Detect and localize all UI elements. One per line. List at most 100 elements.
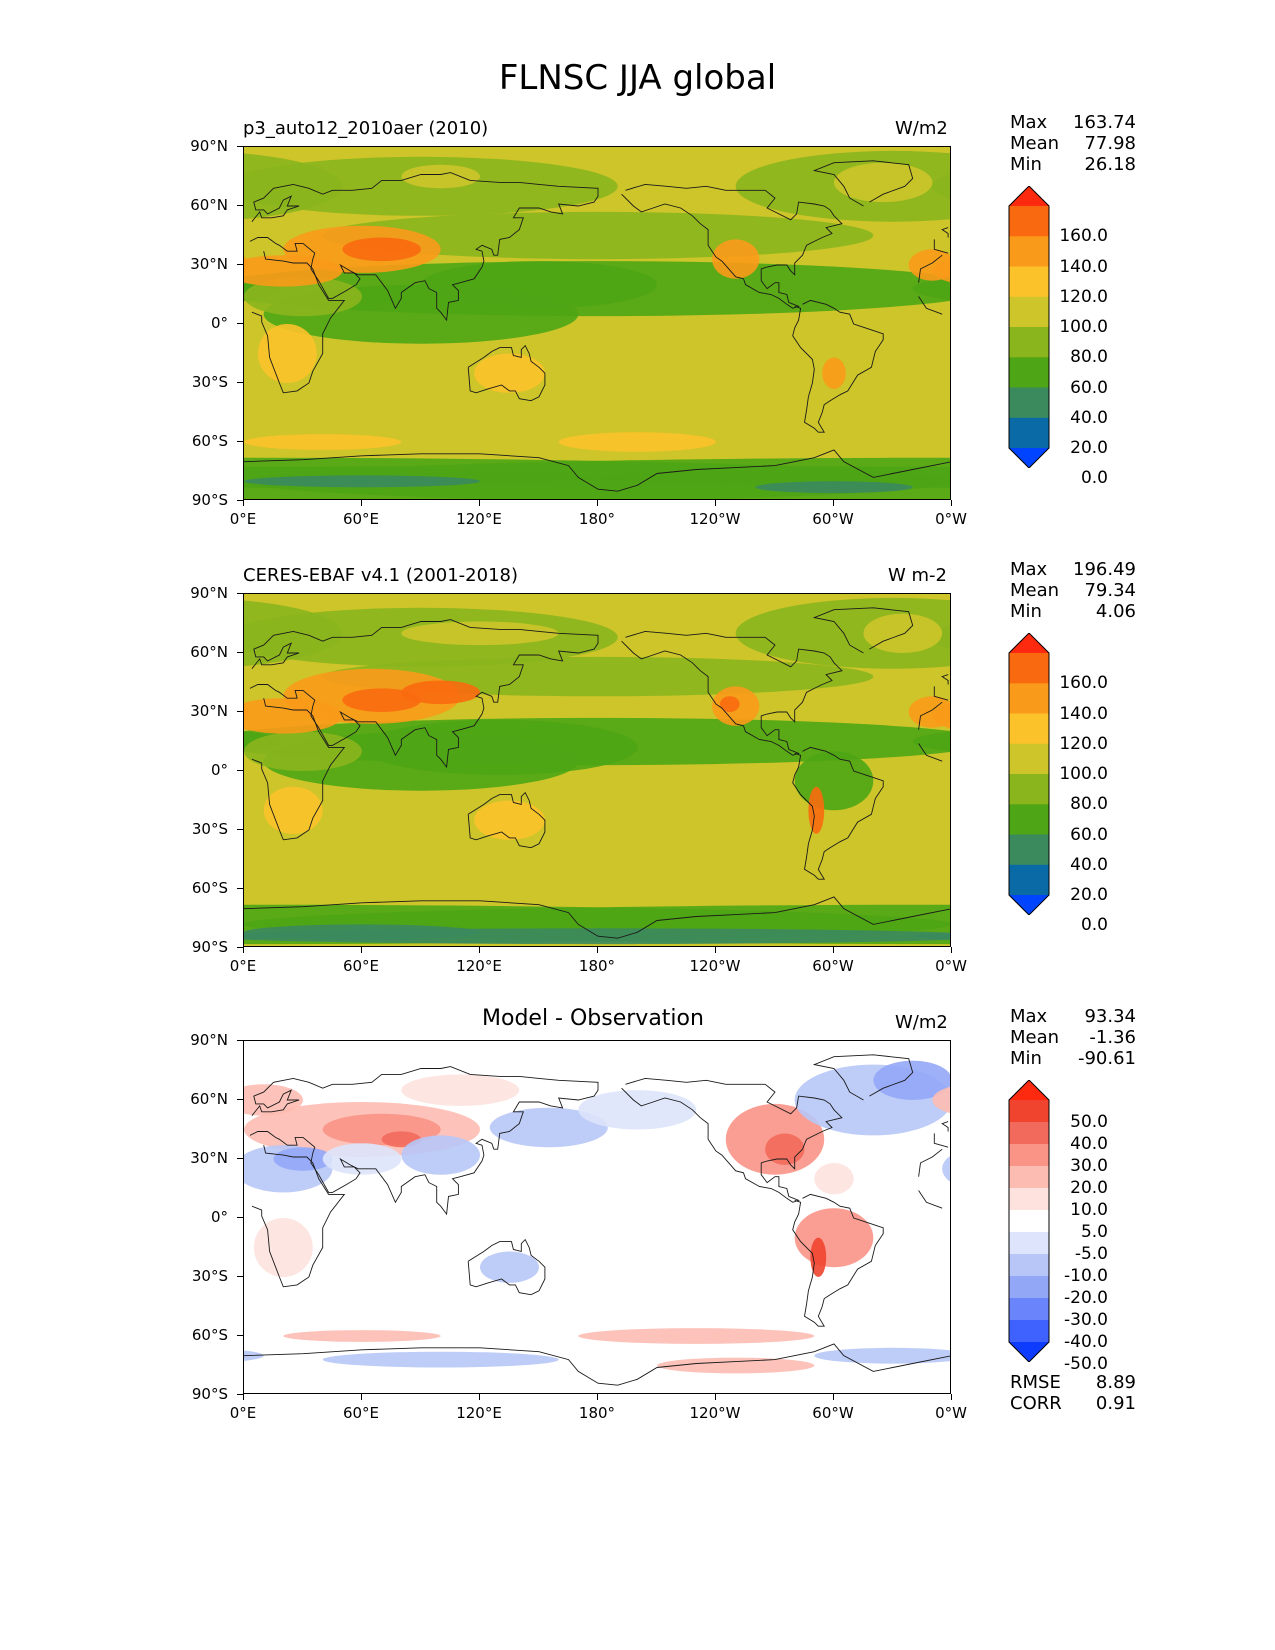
y-tick-mark bbox=[237, 146, 243, 147]
mean-value: -1.36 bbox=[1089, 1027, 1136, 1048]
colorbar-tick-label: -40.0 bbox=[1064, 1332, 1108, 1352]
field-region bbox=[822, 357, 846, 389]
field-region bbox=[257, 324, 317, 383]
field-region bbox=[244, 276, 362, 317]
field-region bbox=[720, 696, 740, 712]
panel-units: W/m2 bbox=[895, 118, 948, 139]
max-label: Max bbox=[1010, 559, 1048, 580]
rmse-value: 8.89 bbox=[1095, 1372, 1136, 1393]
y-tick-label: 30°N bbox=[190, 702, 228, 720]
colorbar-bin bbox=[1009, 713, 1049, 745]
colorbar-bin bbox=[1009, 357, 1049, 389]
x-tick-label: 180° bbox=[578, 957, 616, 975]
coastline-africa bbox=[918, 296, 943, 315]
y-tick-mark bbox=[237, 205, 243, 206]
field-region bbox=[474, 800, 545, 840]
y-tick-label: 90°S bbox=[191, 938, 228, 956]
field-region bbox=[558, 432, 716, 452]
field-region bbox=[342, 688, 421, 712]
colorbar-tick-label: 30.0 bbox=[1070, 1156, 1108, 1176]
mean-label: Mean bbox=[1010, 133, 1060, 154]
coastline-greenland bbox=[812, 1054, 914, 1101]
field-region bbox=[912, 276, 950, 301]
colorbar-tick-label: 140.0 bbox=[1059, 256, 1108, 277]
x-tick-mark bbox=[479, 947, 480, 953]
colorbar-extend-max bbox=[1009, 633, 1049, 653]
colorbar-tick-label: -10.0 bbox=[1064, 1266, 1108, 1286]
colorbar-bin bbox=[1009, 834, 1049, 866]
field-region bbox=[912, 932, 950, 940]
y-tick-label: 90°S bbox=[191, 491, 228, 509]
x-tick-label: 120°E bbox=[456, 957, 502, 975]
figure-title: FLNSC JJA global bbox=[498, 58, 777, 98]
field-region bbox=[712, 239, 760, 279]
x-tick-mark bbox=[479, 1394, 480, 1400]
max-value: 163.74 bbox=[1073, 112, 1136, 133]
min-label: Min bbox=[1010, 1048, 1042, 1069]
colorbar-bin bbox=[1009, 327, 1049, 358]
y-tick-mark bbox=[237, 711, 243, 712]
field-region bbox=[263, 786, 323, 834]
coastline-samerica bbox=[792, 746, 884, 880]
field-region bbox=[283, 1330, 441, 1342]
y-tick-mark bbox=[237, 593, 243, 594]
x-tick-label: 0°W bbox=[935, 1404, 967, 1422]
min-value: 26.18 bbox=[1084, 154, 1136, 175]
y-tick-label: 60°N bbox=[190, 196, 228, 214]
colorbar-bin bbox=[1009, 417, 1049, 449]
map-plot bbox=[243, 146, 951, 500]
x-tick-label: 120°W bbox=[689, 510, 741, 528]
x-tick-mark bbox=[597, 947, 598, 953]
map-field bbox=[244, 1041, 950, 1393]
y-tick-label: 90°S bbox=[191, 1385, 228, 1403]
x-tick-label: 0°W bbox=[935, 957, 967, 975]
panel-observation: CERES-EBAF v4.1 (2001-2018) W m-2 Max 196… bbox=[0, 447, 1275, 975]
corr-value: 0.91 bbox=[1095, 1393, 1136, 1414]
y-tick-mark bbox=[237, 323, 243, 324]
stats-box: Max 93.34 Mean -1.36 Min -90.61 bbox=[1010, 1006, 1136, 1069]
coastline-namerica bbox=[621, 630, 843, 756]
coastline-antarctica bbox=[244, 1343, 950, 1386]
max-value: 196.49 bbox=[1073, 559, 1136, 580]
colorbar-tick-label: 120.0 bbox=[1059, 733, 1108, 754]
min-label: Min bbox=[1010, 154, 1042, 175]
field-region bbox=[244, 475, 480, 488]
field-region bbox=[401, 164, 480, 189]
colorbar-tick-label: 40.0 bbox=[1070, 854, 1108, 875]
field-region bbox=[322, 1143, 402, 1175]
colorbar-tick-label: -20.0 bbox=[1064, 1288, 1108, 1308]
y-tick-label: 30°S bbox=[191, 373, 228, 391]
coastline-namerica bbox=[621, 183, 843, 309]
y-tick-mark bbox=[237, 652, 243, 653]
colorbar-bin bbox=[1009, 864, 1049, 896]
colorbar-bin bbox=[1009, 653, 1049, 684]
colorbar-bin bbox=[1009, 1276, 1049, 1299]
colorbar-extend-max bbox=[1009, 186, 1049, 206]
y-tick-label: 60°N bbox=[190, 1090, 228, 1108]
field-region bbox=[244, 731, 362, 771]
y-tick-label: 30°N bbox=[190, 255, 228, 273]
y-tick-label: 30°S bbox=[191, 820, 228, 838]
coastline-africa bbox=[251, 698, 346, 841]
colorbar-bin bbox=[1009, 296, 1049, 328]
x-tick-label: 180° bbox=[578, 1404, 616, 1422]
y-tick-mark bbox=[237, 947, 243, 948]
field-region bbox=[253, 1218, 313, 1277]
x-tick-mark bbox=[479, 500, 480, 506]
max-value: 93.34 bbox=[1084, 1006, 1136, 1027]
colorbar-extend-min bbox=[1009, 895, 1049, 915]
colorbar-tick-label: 140.0 bbox=[1059, 703, 1108, 724]
colorbar-tick-label: 50.0 bbox=[1070, 1112, 1108, 1132]
x-tick-label: 0°E bbox=[229, 1404, 257, 1422]
colorbar-tick-label: 100.0 bbox=[1059, 764, 1108, 784]
y-tick-label: 0° bbox=[210, 761, 228, 779]
y-tick-mark bbox=[237, 770, 243, 771]
field-region bbox=[322, 1351, 559, 1368]
y-tick-mark bbox=[237, 1040, 243, 1041]
max-label: Max bbox=[1010, 1006, 1048, 1027]
coastline-namerica bbox=[621, 1077, 843, 1203]
colorbar-tick-label: 20.0 bbox=[1070, 885, 1108, 905]
coastline-africa bbox=[918, 743, 943, 762]
y-tick-mark bbox=[237, 1158, 243, 1159]
x-tick-mark bbox=[243, 500, 244, 506]
